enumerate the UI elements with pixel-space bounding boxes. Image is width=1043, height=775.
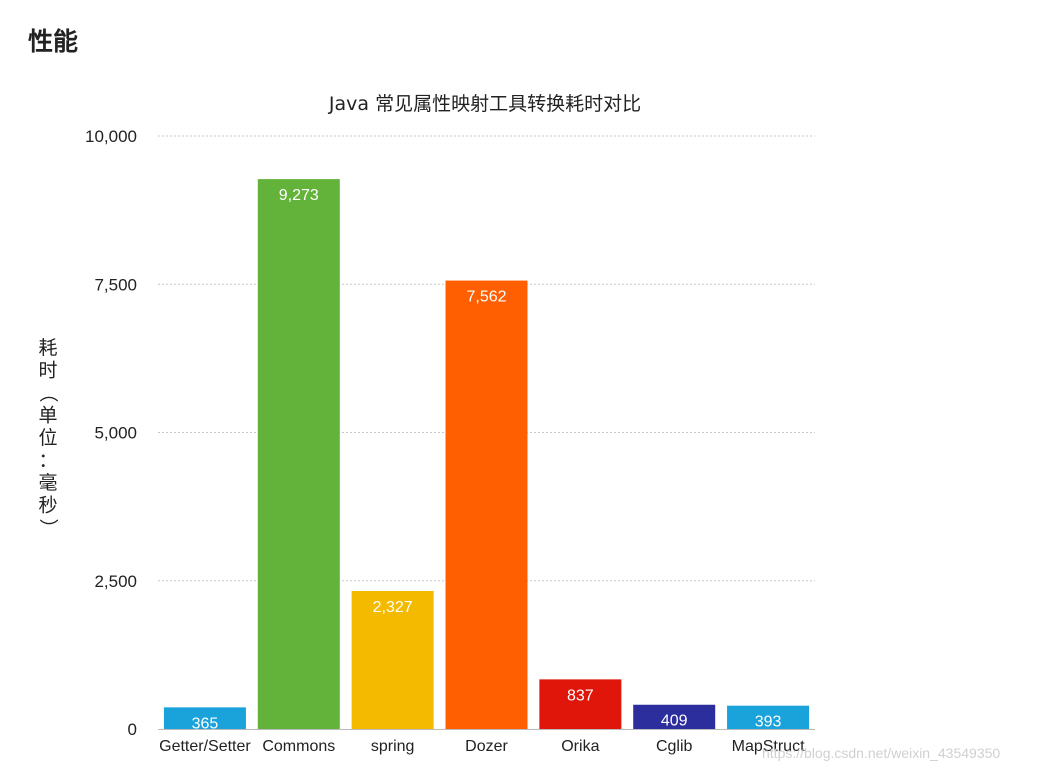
y-axis-label-char: （ (37, 383, 59, 402)
y-axis-label-char: 秒 (38, 495, 57, 517)
y-axis-label-char: 时 (38, 360, 57, 382)
bar-value-label: 2,327 (373, 599, 413, 616)
y-axis-label-char: 位 (38, 427, 57, 449)
y-axis-label-char: ） (37, 518, 59, 537)
y-axis-label-char: ： (38, 450, 57, 472)
x-category-label: Dozer (465, 738, 508, 755)
watermark: https://blog.csdn.net/weixin_43549350 (762, 745, 1001, 761)
bar-orika (539, 679, 622, 729)
bar-value-label: 837 (567, 687, 594, 704)
page-heading: 性能 (28, 27, 79, 56)
x-axis-categories: Getter/Setter Commons spring Dozer Orika Cgli… (159, 738, 805, 755)
bar-mapstruct (727, 705, 810, 729)
bar-spring (351, 591, 434, 729)
x-category-label: MapStruct (732, 738, 805, 755)
y-tick-label: 10,000 (85, 127, 137, 146)
y-tick-label: 5,000 (94, 424, 137, 443)
chart-title: Java 常见属性映射工具转换耗时对比 (328, 93, 641, 115)
y-axis-label-char: 单 (38, 405, 57, 427)
bar-value-label: 409 (661, 713, 688, 730)
y-tick-label: 2,500 (94, 572, 137, 591)
y-axis-label: 耗时（ 单位：毫秒） (37, 337, 59, 538)
bar-commons (257, 179, 340, 730)
y-axis-label-char: 耗 (38, 337, 57, 359)
x-category-label: Cglib (656, 738, 693, 755)
x-category-label: Orika (561, 738, 599, 755)
bar-value-label: 7,562 (466, 289, 506, 306)
bar-value-label: 365 (192, 715, 219, 732)
bar-dozer (445, 280, 528, 729)
y-axis-ticks: 0 2,500 5,000 7,500 10,000 (85, 127, 137, 739)
value-labels: 365 9,273 2,327 7,562 837 409 393 (192, 187, 782, 732)
bar-value-label: 9,273 (279, 187, 319, 204)
bars (163, 179, 810, 730)
x-category-label: Commons (262, 738, 335, 755)
y-tick-label: 7,500 (94, 275, 137, 294)
bar-value-label: 393 (755, 714, 782, 731)
x-category-label: spring (371, 738, 415, 755)
bar-getter-setter (163, 707, 246, 729)
y-tick-label: 0 (128, 720, 137, 739)
bar-cglib (633, 704, 716, 729)
y-axis-label-char: 毫 (38, 472, 57, 494)
x-category-label: Getter/Setter (159, 738, 251, 755)
